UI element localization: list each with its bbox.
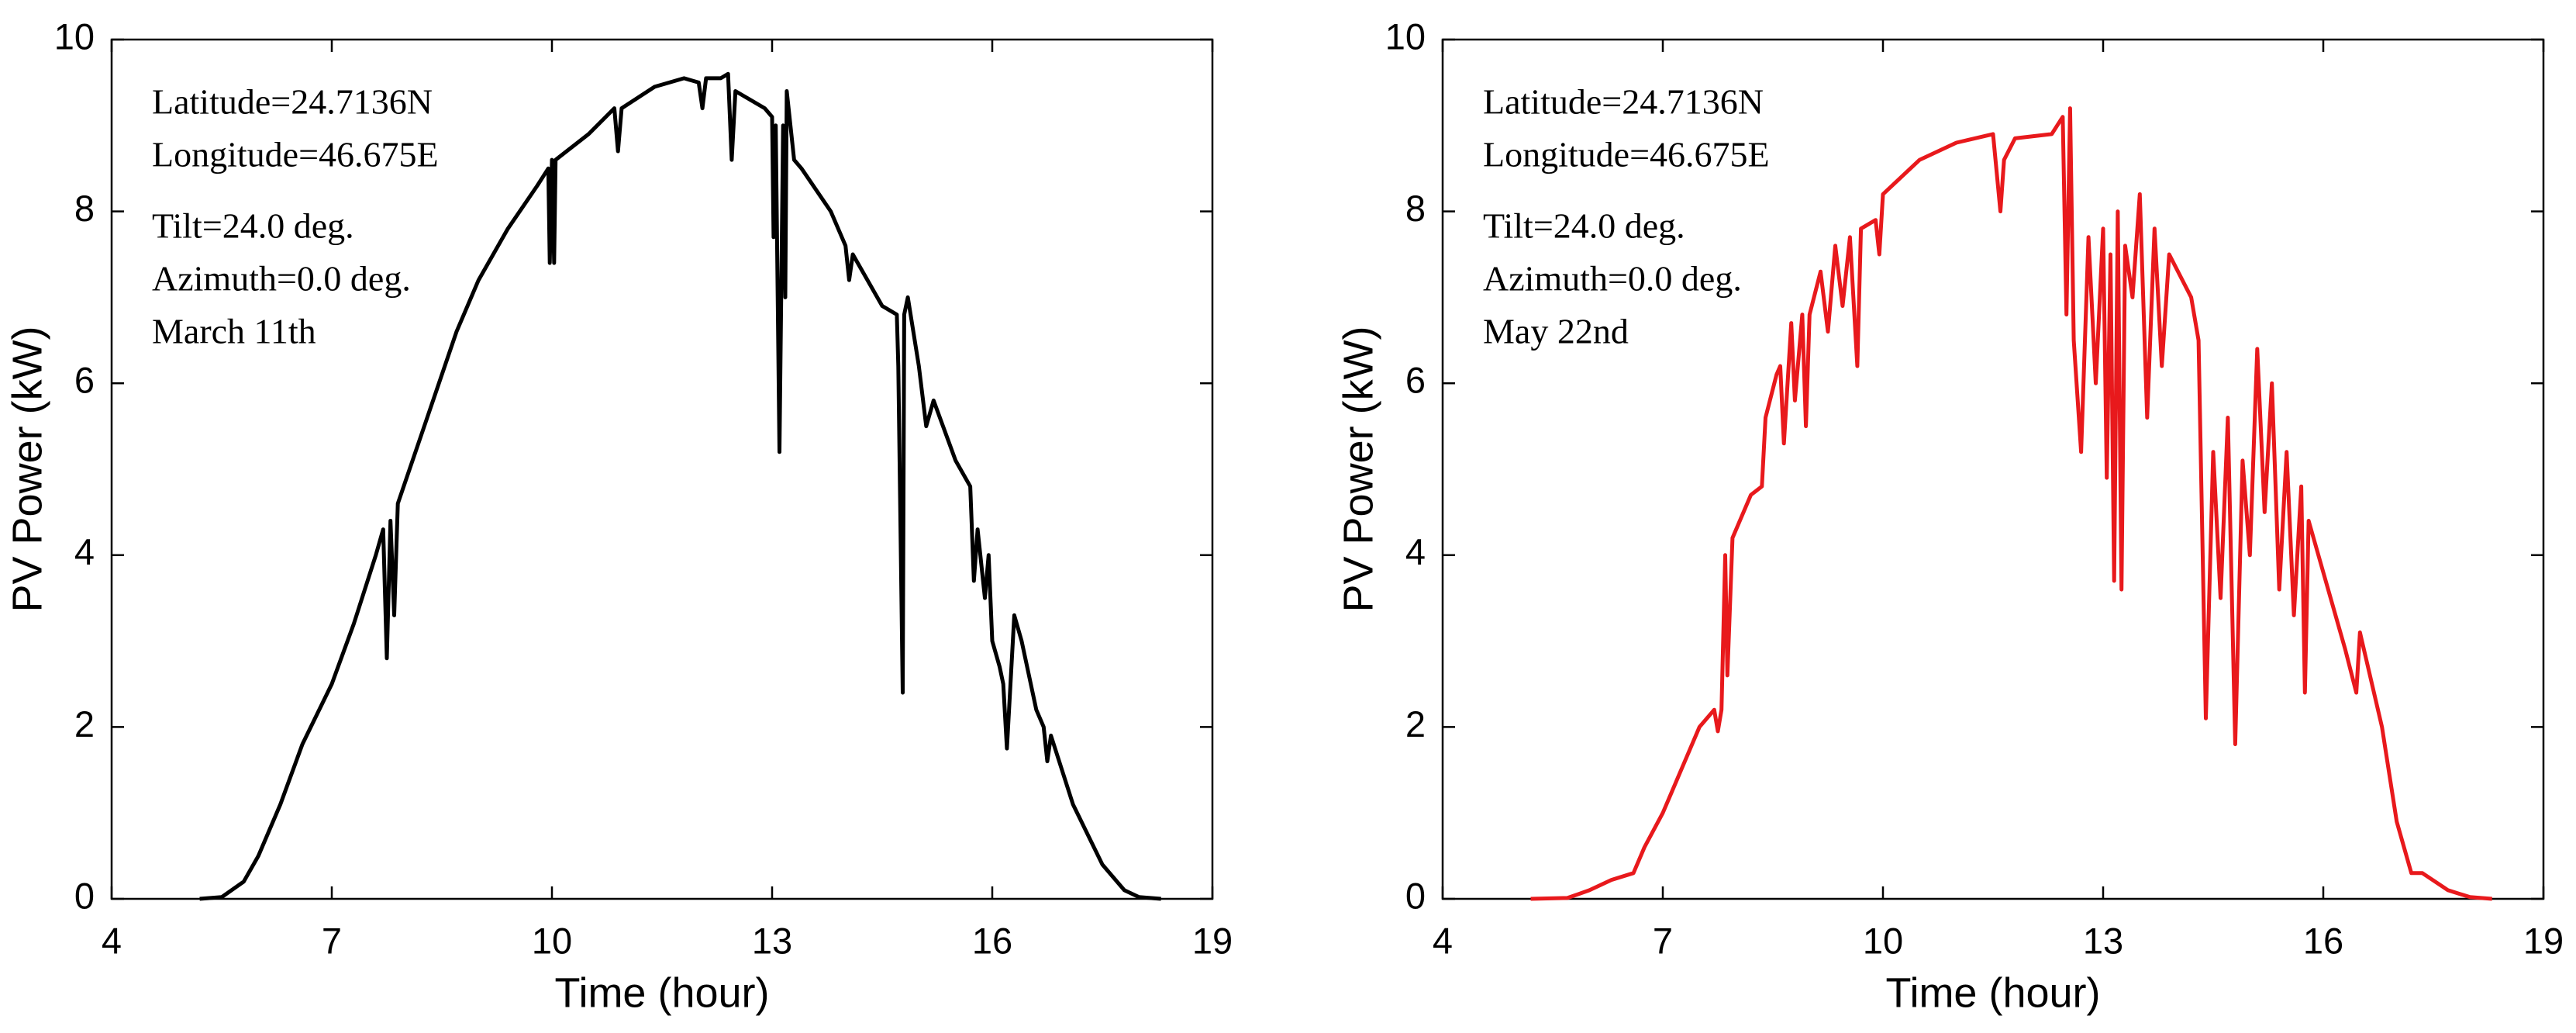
y-axis-label: PV Power (kW) xyxy=(4,326,50,612)
x-tick-label: 16 xyxy=(972,920,1012,961)
annotation: Azimuth=0.0 deg. xyxy=(1483,259,1742,299)
y-tick-label: 6 xyxy=(1405,360,1426,401)
y-tick-label: 8 xyxy=(74,188,95,229)
y-tick-label: 4 xyxy=(1405,531,1426,572)
x-tick-label: 16 xyxy=(2303,920,2343,961)
x-tick-label: 13 xyxy=(752,920,792,961)
annotation: Latitude=24.7136N xyxy=(152,82,433,122)
plot-frame xyxy=(110,38,1214,900)
x-axis-label: Time (hour) xyxy=(554,969,769,1016)
y-tick-label: 8 xyxy=(1405,188,1426,229)
x-tick-label: 10 xyxy=(532,920,572,961)
annotation: Longitude=46.675E xyxy=(152,135,439,174)
y-tick-label: 0 xyxy=(74,875,95,916)
x-tick-label: 10 xyxy=(1863,920,1903,961)
y-tick-label: 2 xyxy=(1405,703,1426,745)
data-line xyxy=(199,71,1161,901)
data-line xyxy=(1530,106,2492,901)
x-tick-label: 7 xyxy=(322,920,342,961)
y-tick-label: 4 xyxy=(74,531,95,572)
x-tick-label: 4 xyxy=(1433,920,1453,961)
plot-frame xyxy=(1441,38,2545,900)
annotation: Latitude=24.7136N xyxy=(1483,82,1764,122)
x-axis-label: Time (hour) xyxy=(1885,969,2100,1016)
annotation: Longitude=46.675E xyxy=(1483,135,1770,174)
x-tick-label: 4 xyxy=(102,920,122,961)
y-axis-label: PV Power (kW) xyxy=(1335,326,1381,612)
x-tick-label: 19 xyxy=(1192,920,1233,961)
y-tick-label: 0 xyxy=(1405,875,1426,916)
y-tick-label: 2 xyxy=(74,703,95,745)
x-tick-label: 19 xyxy=(2523,920,2564,961)
y-tick-label: 10 xyxy=(54,16,95,57)
annotation: Tilt=24.0 deg. xyxy=(152,206,354,246)
x-tick-label: 7 xyxy=(1653,920,1673,961)
y-tick-label: 10 xyxy=(1385,16,1426,57)
y-tick-label: 6 xyxy=(74,360,95,401)
annotation: May 22nd xyxy=(1483,312,1629,351)
annotation: March 11th xyxy=(152,312,316,351)
annotation: Tilt=24.0 deg. xyxy=(1483,206,1685,246)
x-tick-label: 13 xyxy=(2083,920,2123,961)
annotation: Azimuth=0.0 deg. xyxy=(152,259,411,299)
